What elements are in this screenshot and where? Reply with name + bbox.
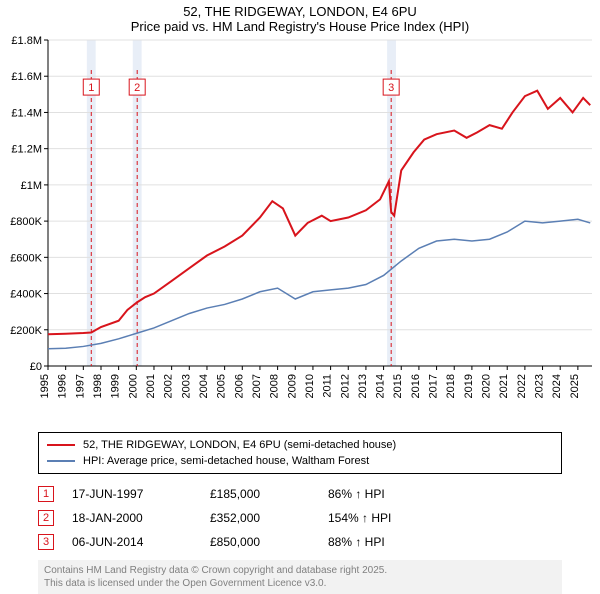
y-tick-label: £1.6M [11,71,42,83]
x-tick-label: 2025 [569,374,581,398]
x-tick-label: 2000 [127,374,139,398]
sale-marker-label: 1 [88,82,94,94]
sale-row: 2 18-JAN-2000 £352,000 154% ↑ HPI [38,506,562,530]
legend-label: 52, THE RIDGEWAY, LONDON, E4 6PU (semi-d… [83,439,396,451]
line-chart: £0 £200K £400K £600K £800K £1M £1.2M £1.4M £1.6M… [0,36,600,426]
legend-box: 52, THE RIDGEWAY, LONDON, E4 6PU (semi-d… [38,432,562,474]
y-tick-label: £1.8M [11,36,42,47]
x-tick-label: 2010 [304,374,316,398]
y-tick-label: £1.4M [11,107,42,119]
x-tick-label: 2005 [216,374,228,398]
x-tick-label: 2013 [357,374,369,398]
x-tick-label: 1996 [57,374,69,398]
y-tick-label: £400K [10,289,42,301]
sale-date: 17-JUN-1997 [72,487,192,501]
y-tick-label: £1.2M [11,144,42,156]
x-tick-label: 2007 [251,374,263,398]
sale-price: £850,000 [210,535,310,549]
x-tick-label: 2001 [145,374,157,398]
sale-ratio: 86% ↑ HPI [328,487,448,501]
legend-swatch [47,444,75,446]
sale-marker-box: 2 [38,510,54,526]
y-tick-label: £800K [10,216,42,228]
sale-date: 18-JAN-2000 [72,511,192,525]
sale-marker-label: 3 [388,82,394,94]
sales-table: 1 17-JUN-1997 £185,000 86% ↑ HPI 2 18-JAN-200… [38,482,562,554]
x-tick-label: 1999 [110,374,122,398]
chart-subtitle: Price paid vs. HM Land Registry's House … [0,19,600,36]
x-tick-label: 2016 [410,374,422,398]
x-tick-label: 2006 [233,374,245,398]
x-tick-label: 2009 [286,374,298,398]
x-tick-label: 2019 [463,374,475,398]
legend-item: HPI: Average price, semi-detached house,… [47,453,553,469]
x-tick-label: 1997 [74,374,86,398]
chart-title: 52, THE RIDGEWAY, LONDON, E4 6PU [0,0,600,19]
x-tick-label: 2017 [428,374,440,398]
x-tick-label: 2015 [392,374,404,398]
x-tick-label: 2018 [445,374,457,398]
x-tick-label: 2014 [375,374,387,398]
chart-area: £0 £200K £400K £600K £800K £1M £1.2M £1.4M £1.6M… [0,36,600,426]
sale-ratio: 88% ↑ HPI [328,535,448,549]
y-tick-label: £0 [30,361,42,373]
x-tick-label: 2024 [551,374,563,398]
x-tick-label: 2020 [481,374,493,398]
sale-marker-box: 1 [38,486,54,502]
legend-swatch [47,460,75,462]
attribution-footer: Contains HM Land Registry data © Crown c… [38,560,562,594]
x-tick-label: 2004 [198,374,210,398]
sale-price: £352,000 [210,511,310,525]
footer-line: This data is licensed under the Open Gov… [44,577,556,590]
x-tick-label: 2012 [339,374,351,398]
y-tick-label: £1M [21,180,42,192]
x-tick-label: 2022 [516,374,528,398]
x-tick-label: 2008 [269,374,281,398]
sale-date: 06-JUN-2014 [72,535,192,549]
sale-row: 3 06-JUN-2014 £850,000 88% ↑ HPI [38,530,562,554]
x-tick-label: 1998 [92,374,104,398]
sale-marker-box: 3 [38,534,54,550]
legend-label: HPI: Average price, semi-detached house,… [83,455,369,467]
x-tick-label: 2023 [534,374,546,398]
sale-marker-label: 2 [134,82,140,94]
y-tick-label: £600K [10,252,42,264]
y-tick-label: £200K [10,325,42,337]
x-tick-label: 2021 [498,374,510,398]
sale-price: £185,000 [210,487,310,501]
sale-row: 1 17-JUN-1997 £185,000 86% ↑ HPI [38,482,562,506]
legend-item: 52, THE RIDGEWAY, LONDON, E4 6PU (semi-d… [47,437,553,453]
x-tick-label: 2011 [322,374,334,398]
footer-line: Contains HM Land Registry data © Crown c… [44,564,556,577]
sale-ratio: 154% ↑ HPI [328,511,448,525]
series-price_paid [48,91,590,335]
x-tick-label: 2003 [180,374,192,398]
x-tick-label: 1995 [39,374,51,398]
x-tick-label: 2002 [163,374,175,398]
